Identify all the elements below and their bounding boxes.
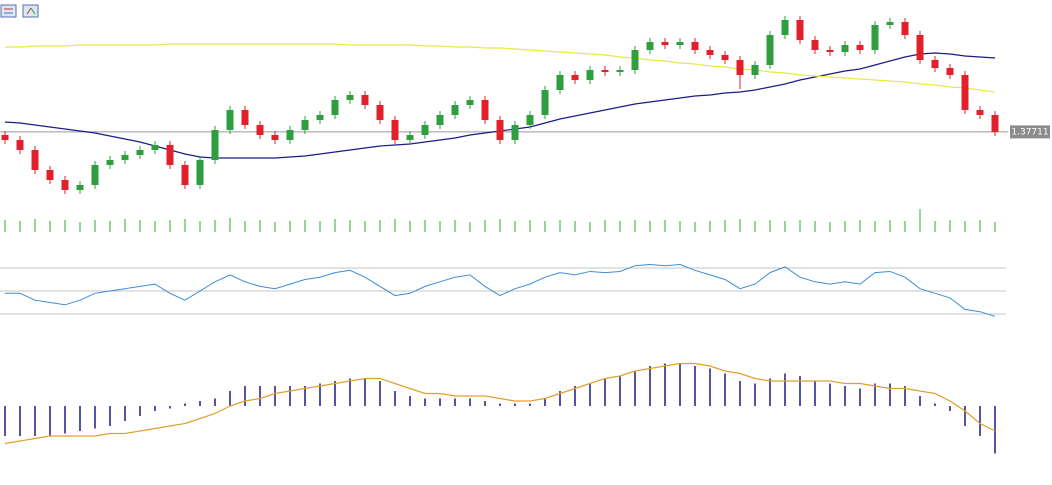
- candle-body: [316, 115, 324, 120]
- candle-body: [631, 50, 639, 70]
- icon[interactable]: [22, 4, 39, 18]
- candle-body: [706, 50, 714, 55]
- candle-body: [346, 95, 354, 100]
- candle-body: [46, 170, 54, 180]
- candle-body: [301, 120, 309, 130]
- candle-body: [121, 155, 129, 160]
- candle-body: [586, 70, 594, 80]
- candle-body: [526, 115, 534, 125]
- candle-body: [601, 70, 609, 72]
- candle-body: [466, 100, 474, 105]
- candle-body: [91, 165, 99, 185]
- candle-body: [106, 160, 114, 165]
- candle-body: [361, 95, 369, 105]
- candle-body: [391, 120, 399, 140]
- candle-body: [331, 100, 339, 115]
- candle-body: [916, 35, 924, 60]
- price-label: 1.37711: [1011, 127, 1048, 137]
- candle-body: [136, 150, 144, 155]
- icon[interactable]: [0, 4, 17, 18]
- candle-body: [406, 135, 414, 140]
- candle-body: [241, 110, 249, 125]
- candle-body: [616, 70, 624, 72]
- candle-body: [151, 145, 159, 150]
- candle-body: [646, 42, 654, 50]
- candle-body: [781, 20, 789, 35]
- candle-body: [691, 42, 699, 50]
- macd-signal: [4, 362, 996, 445]
- candle-body: [991, 115, 999, 132]
- toolbar-icons: [0, 4, 39, 18]
- candle-body: [496, 120, 504, 140]
- candle-body: [196, 160, 204, 185]
- candle-body: [841, 45, 849, 52]
- rsi-line: [5, 264, 996, 317]
- candle-body: [76, 185, 84, 190]
- candle-body: [286, 130, 294, 140]
- candle-body: [931, 60, 939, 68]
- candle-body: [766, 35, 774, 65]
- candle-body: [481, 100, 489, 120]
- candle-body: [421, 125, 429, 135]
- candle-body: [661, 42, 669, 45]
- candle-body: [826, 50, 834, 52]
- candle-body: [556, 75, 564, 90]
- candle-body: [796, 20, 804, 40]
- icon-line: [30, 7, 36, 15]
- candle-body: [31, 150, 39, 170]
- candle-body: [1, 135, 9, 140]
- candle-body: [166, 145, 174, 165]
- candle-body: [61, 180, 69, 190]
- price-label-box: [1010, 125, 1050, 139]
- candle-body: [511, 125, 519, 140]
- candle-body: [571, 75, 579, 80]
- candle-body: [451, 105, 459, 115]
- candle-body: [721, 55, 729, 60]
- candle-body: [871, 25, 879, 50]
- candle-body: [676, 42, 684, 45]
- candle-body: [271, 135, 279, 140]
- candle-body: [961, 75, 969, 110]
- candle-body: [901, 22, 909, 35]
- icon-line: [26, 7, 32, 15]
- candle-body: [256, 125, 264, 135]
- candle-body: [211, 130, 219, 160]
- candle-body: [376, 105, 384, 120]
- candle-body: [751, 65, 759, 75]
- candle-body: [541, 90, 549, 115]
- candle-body: [946, 68, 954, 75]
- candle-body: [736, 60, 744, 75]
- last-price: 1.37711: [1010, 125, 1050, 139]
- moving-average: [5, 43, 996, 93]
- candle-body: [976, 110, 984, 115]
- candle-body: [436, 115, 444, 125]
- candle-body: [886, 22, 894, 25]
- candle-body: [16, 140, 24, 150]
- candle-body: [856, 45, 864, 50]
- candle-body: [181, 165, 189, 185]
- candle-body: [811, 40, 819, 50]
- candle-body: [226, 110, 234, 130]
